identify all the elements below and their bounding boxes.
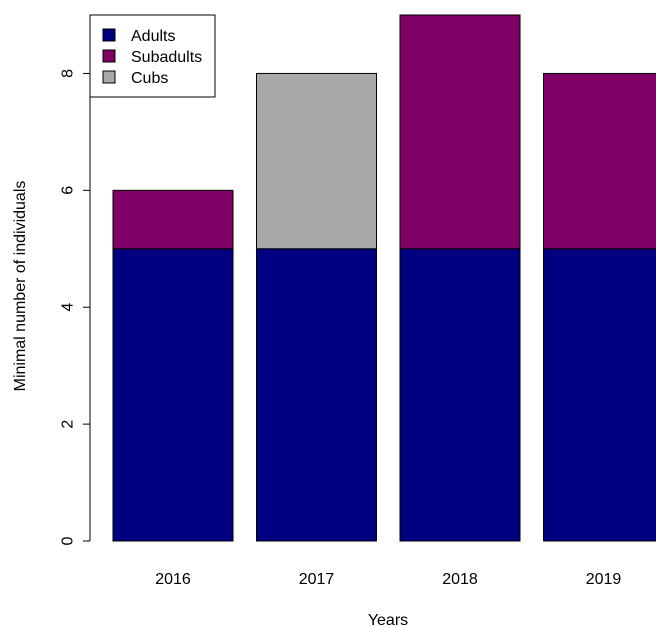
legend-swatch-adults (102, 28, 116, 42)
bar-adults-2018 (399, 248, 521, 542)
bar-adults-2016 (112, 248, 234, 542)
legend-swatch-cubs (102, 70, 116, 84)
x-tick-label-2019: 2019 (586, 571, 622, 588)
bar-adults-2017 (256, 248, 377, 542)
bar-adults-2019 (543, 248, 656, 542)
bars-layer (112, 14, 656, 542)
y-tick-label-6: 6 (60, 186, 77, 195)
bar-cubs-2017 (256, 72, 377, 250)
bar-subadults-2019 (543, 72, 656, 250)
bar-subadults-2018 (399, 14, 521, 250)
y-axis: 0 2 4 6 8 (60, 69, 91, 545)
x-axis-labels: 2016 2017 2018 2019 (155, 571, 621, 588)
x-tick-label-2017: 2017 (299, 571, 335, 588)
legend-swatch-subadults (102, 49, 116, 63)
y-tick-label-8: 8 (60, 69, 77, 78)
y-tick-label-2: 2 (60, 420, 77, 429)
y-axis-title: Minimal number of individuals (12, 181, 29, 392)
y-tick-label-4: 4 (60, 303, 77, 312)
x-tick-label-2016: 2016 (155, 571, 191, 588)
legend-label-adults: Adults (131, 28, 175, 45)
x-axis-title: Years (368, 612, 408, 627)
legend-label-cubs: Cubs (131, 70, 168, 87)
x-tick-label-2018: 2018 (442, 571, 478, 588)
y-tick-label-0: 0 (60, 536, 77, 545)
legend-label-subadults: Subadults (131, 49, 202, 66)
bar-subadults-2016 (112, 189, 234, 250)
legend: Adults Subadults Cubs (89, 14, 216, 98)
